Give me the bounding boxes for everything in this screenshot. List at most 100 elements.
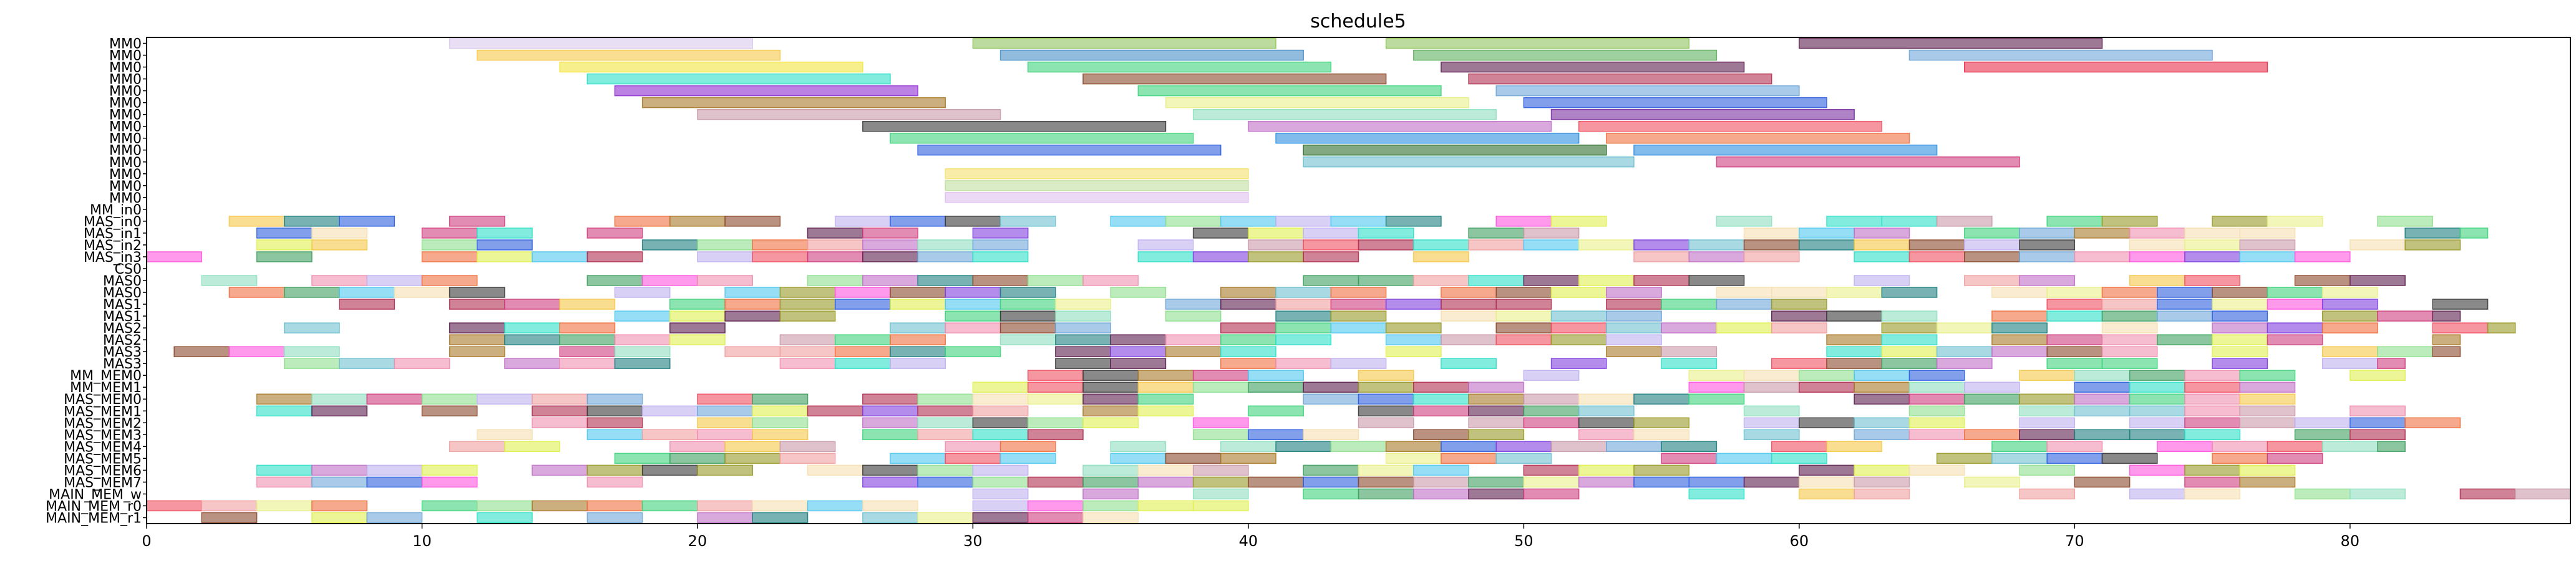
- y-tick-label: MAS_in1: [84, 226, 142, 242]
- task-bar: [2239, 393, 2296, 405]
- task-bar: [1771, 441, 1827, 453]
- task-bar: [669, 322, 726, 333]
- task-bar: [2294, 429, 2351, 441]
- task-bar: [2459, 488, 2516, 500]
- task-bar: [1165, 334, 1222, 345]
- task-bar: [999, 287, 1056, 298]
- task-bar: [1385, 441, 1442, 453]
- task-bar: [1358, 476, 1414, 488]
- task-bar: [752, 417, 809, 429]
- task-bar: [2019, 275, 2076, 286]
- task-bar: [1881, 287, 1938, 298]
- task-bar: [2157, 299, 2213, 310]
- task-bar: [2321, 287, 2378, 298]
- task-bar: [999, 322, 1056, 333]
- task-bar: [532, 405, 588, 417]
- task-bar: [1964, 381, 2020, 393]
- task-bar: [807, 239, 863, 251]
- task-bar: [366, 476, 423, 488]
- task-bar: [2101, 453, 2158, 464]
- task-bar: [1303, 144, 1607, 156]
- task-bar: [504, 441, 560, 453]
- task-bar: [697, 275, 754, 286]
- task-bar: [1385, 299, 1442, 310]
- task-bar: [2267, 299, 2323, 310]
- task-bar: [752, 512, 809, 524]
- task-bar: [477, 228, 533, 239]
- task-bar: [2157, 334, 2213, 345]
- task-bar: [1743, 228, 1800, 239]
- task-bar: [1275, 322, 1332, 333]
- task-bar: [669, 334, 726, 345]
- y-tick-label: MM0: [109, 84, 142, 100]
- task-bar: [1523, 97, 1827, 108]
- task-bar: [1137, 393, 1194, 405]
- task-bar: [2404, 239, 2461, 251]
- task-bar: [586, 464, 643, 476]
- task-bar: [1220, 299, 1276, 310]
- task-bar: [2129, 381, 2185, 393]
- task-bar: [2074, 429, 2131, 441]
- y-tick-label: MAS_in2: [84, 238, 142, 254]
- task-bar: [1881, 322, 1938, 333]
- task-bar: [697, 500, 754, 512]
- y-tick-label: MAS2: [103, 321, 142, 337]
- task-bar: [779, 287, 836, 298]
- task-bar: [724, 346, 781, 357]
- task-bar: [1303, 476, 1359, 488]
- task-bar: [972, 429, 1029, 441]
- task-bar: [1881, 310, 1938, 322]
- task-bar: [283, 322, 340, 333]
- task-bar: [586, 512, 643, 524]
- task-bar: [2404, 228, 2461, 239]
- task-bar: [862, 417, 918, 429]
- task-bar: [1688, 275, 1745, 286]
- task-bar: [862, 228, 918, 239]
- task-bar: [2239, 251, 2296, 262]
- task-bar: [2404, 417, 2461, 429]
- task-bar: [972, 417, 1029, 429]
- y-tick-label: MAS1: [103, 297, 142, 313]
- y-tick-label: MAS0: [103, 285, 142, 301]
- task-bar: [1275, 299, 1332, 310]
- task-bar: [1578, 393, 1635, 405]
- task-bar: [2019, 239, 2076, 251]
- task-bar: [1743, 381, 1800, 393]
- task-bar: [1633, 476, 1690, 488]
- y-tick-label: MAS_MEM6: [64, 463, 142, 479]
- task-bar: [1964, 393, 2020, 405]
- task-bar: [697, 417, 754, 429]
- task-bar: [945, 168, 1249, 180]
- task-bar: [2377, 310, 2434, 322]
- task-bar: [1964, 251, 2020, 262]
- task-bar: [697, 429, 754, 441]
- task-bar: [1027, 476, 1084, 488]
- task-bar: [2350, 405, 2406, 417]
- task-bar: [1936, 322, 1993, 333]
- task-bar: [1633, 393, 1690, 405]
- task-bar: [586, 73, 891, 85]
- task-bar: [1799, 464, 1855, 476]
- x-tick-label: 70: [2065, 532, 2084, 550]
- task-bar: [1908, 370, 1965, 381]
- task-bar: [724, 310, 781, 322]
- y-tick-label: MM0: [109, 108, 142, 123]
- task-bar: [449, 334, 505, 345]
- task-bar: [1661, 299, 1718, 310]
- task-bar: [1633, 144, 1938, 156]
- task-bar: [2514, 488, 2571, 500]
- task-bar: [807, 464, 863, 476]
- task-bar: [1358, 417, 1414, 429]
- task-bar: [1495, 299, 1552, 310]
- task-bar: [1468, 228, 1525, 239]
- task-bar: [394, 287, 450, 298]
- task-bar: [2157, 310, 2213, 322]
- task-bar: [2046, 299, 2103, 310]
- task-bar: [1964, 61, 2268, 73]
- task-bar: [339, 299, 396, 310]
- task-bar: [1550, 322, 1607, 333]
- task-bar: [1468, 381, 1525, 393]
- task-bar: [1082, 370, 1139, 381]
- task-bar: [2129, 251, 2185, 262]
- task-bar: [1908, 381, 1965, 393]
